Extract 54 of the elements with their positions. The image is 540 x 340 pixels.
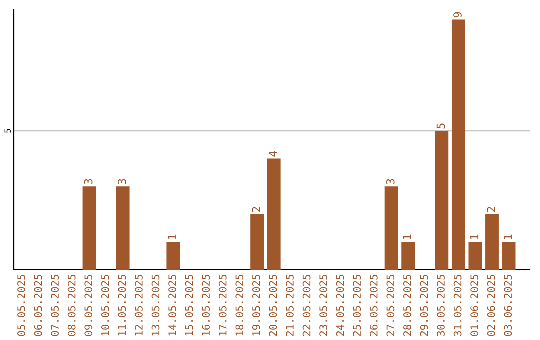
- bar: [468, 242, 482, 270]
- x-tick-label: 17.05.2025: [218, 275, 227, 336]
- x-tick-label: 18.05.2025: [236, 275, 244, 336]
- bar: [267, 158, 281, 270]
- data-label: 1: [504, 234, 512, 240]
- x-tick-label: 16.05.2025: [202, 275, 210, 336]
- bar: [486, 214, 499, 270]
- x-tick-label: 22.05.2025: [302, 275, 311, 336]
- x-tick-label: 08.05.2025: [68, 275, 76, 336]
- x-tick-label: 15.05.2025: [185, 275, 194, 336]
- x-tick-label: 30.05.2025: [437, 275, 445, 336]
- data-label: 9: [454, 12, 462, 18]
- bar: [116, 186, 130, 270]
- x-tick-label: 19.05.2025: [252, 275, 260, 336]
- x-tick-label: 05.05.2025: [18, 275, 26, 336]
- x-tick-label: 02.06.2025: [487, 275, 496, 336]
- x-tick-label: 27.05.2025: [386, 275, 395, 336]
- data-label: 3: [84, 179, 93, 184]
- x-tick-label: 06.05.2025: [34, 275, 42, 336]
- data-label: 3: [118, 179, 126, 184]
- x-tick-label: 24.05.2025: [336, 275, 344, 336]
- bar: [402, 242, 416, 270]
- bar: [250, 214, 264, 270]
- x-tick-label: 01.06.2025: [470, 275, 479, 336]
- x-tick-label: 13.05.2025: [152, 275, 160, 336]
- x-tick-label: 21.05.2025: [286, 275, 294, 336]
- x-tick-label: 11.05.2025: [118, 275, 126, 336]
- data-label: 4: [269, 151, 278, 157]
- x-tick-label: 23.05.2025: [320, 275, 328, 336]
- bar: [82, 186, 96, 270]
- x-tick-label: 07.05.2025: [51, 275, 59, 336]
- data-label: 2: [252, 207, 260, 212]
- x-tick-label: 29.05.2025: [420, 275, 428, 336]
- data-label: 3: [386, 179, 395, 184]
- bar: [452, 20, 466, 270]
- bar: [502, 242, 516, 270]
- x-tick-label: 09.05.2025: [84, 275, 93, 336]
- x-tick-label: 03.06.2025: [504, 275, 512, 336]
- x-tick-label: 12.05.2025: [135, 275, 143, 336]
- bar: [166, 242, 180, 270]
- x-tick-label: 20.05.2025: [269, 275, 278, 336]
- bar: [435, 130, 449, 270]
- data-label: 5: [436, 124, 446, 129]
- data-label: 1: [168, 234, 177, 240]
- x-tick-label: 25.05.2025: [353, 275, 362, 336]
- data-label: 1: [470, 234, 479, 240]
- data-label: 1: [403, 234, 412, 240]
- x-tick-label: 28.05.2025: [404, 275, 412, 336]
- bar: [384, 186, 398, 270]
- x-tick-label: 14.05.2025: [168, 275, 176, 336]
- x-tick-label: 26.05.2025: [370, 275, 378, 336]
- x-tick-label: 31.05.2025: [454, 275, 462, 336]
- data-label: 2: [487, 207, 496, 212]
- x-tick-label: 10.05.2025: [101, 275, 110, 336]
